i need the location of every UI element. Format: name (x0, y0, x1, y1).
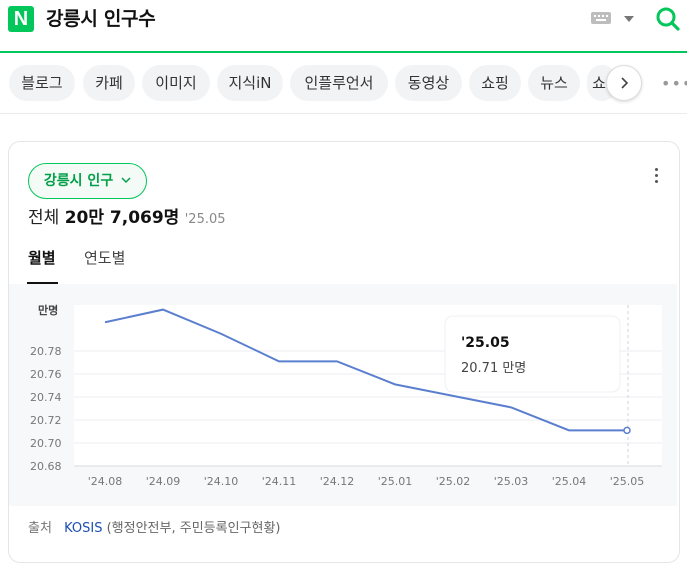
y-tick-label: 20.74 (30, 391, 62, 404)
tab-kin[interactable]: 지식iN (217, 65, 283, 101)
tabs-divider (0, 113, 687, 114)
chip-label: 강릉시 인구 (44, 173, 113, 189)
total-date: '25.05 (185, 212, 226, 227)
y-tick-label: 20.68 (30, 460, 62, 473)
region-selector-chip[interactable]: 강릉시 인구 (28, 163, 147, 199)
tab-influencer[interactable]: 인플루언서 (290, 65, 388, 101)
chevron-right-icon (622, 78, 627, 88)
tab-image[interactable]: 이미지 (142, 65, 210, 101)
tabs-next-button[interactable] (606, 65, 642, 101)
y-tick-label: 20.72 (30, 414, 62, 427)
x-tick-label: '25.02 (436, 475, 471, 488)
search-query[interactable]: 강릉시 인구수 (46, 6, 155, 32)
tab-cafe[interactable]: 카페 (83, 65, 135, 101)
header-divider (0, 51, 687, 53)
total-label: 전체 (28, 208, 59, 228)
x-tick-label: '24.12 (320, 475, 355, 488)
y-axis-unit: 만명 (38, 303, 58, 317)
y-tick-label: 20.76 (30, 368, 62, 381)
y-tick-label: 20.78 (30, 345, 62, 358)
source-line: 출처 KOSIS (행정안전부, 주민등록인구현황) (28, 517, 280, 536)
x-tick-label: '25.05 (610, 475, 645, 488)
x-tick-label: '25.04 (552, 475, 587, 488)
population-line-chart: 만명 20.68 20.70 20.72 20.74 20.76 20.78 '24.08… (0, 284, 687, 506)
tab-yearly[interactable]: 연도별 (84, 248, 125, 268)
x-tick-label: '24.10 (204, 475, 239, 488)
tab-video[interactable]: 동영상 (395, 65, 462, 101)
tab-monthly[interactable]: 월별 (28, 248, 56, 268)
keyboard-icon[interactable] (591, 12, 611, 24)
x-tick-label: '24.09 (146, 475, 181, 488)
total-population: 전체 20만 7,069명 '25.05 (28, 206, 226, 232)
y-tick-label: 20.70 (30, 437, 62, 450)
more-options-icon[interactable] (650, 166, 662, 184)
total-value: 20만 7,069명 (65, 208, 180, 228)
tooltip-box (445, 316, 620, 392)
chevron-down-icon (121, 176, 131, 184)
source-label: 출처 (28, 521, 52, 536)
chart-tooltip: '25.05 20.71 만명 (445, 316, 620, 392)
tooltip-date: '25.05 (461, 335, 510, 351)
chevron-down-icon[interactable] (624, 16, 634, 22)
x-tick-label: '25.03 (494, 475, 529, 488)
tab-news[interactable]: 뉴스 (528, 65, 580, 101)
tab-shopping[interactable]: 쇼핑 (469, 65, 521, 101)
more-icon[interactable]: ••• (661, 74, 687, 93)
naver-logo[interactable]: N (8, 6, 34, 32)
tooltip-value: 20.71 만명 (461, 361, 526, 376)
x-tick-label: '24.08 (88, 475, 123, 488)
tab-blog[interactable]: 블로그 (9, 65, 75, 101)
source-link[interactable]: KOSIS (64, 521, 102, 536)
highlighted-data-point[interactable] (624, 427, 630, 433)
source-detail: (행정안전부, 주민등록인구현황) (107, 521, 281, 536)
x-tick-label: '24.11 (262, 475, 297, 488)
x-tick-label: '25.01 (378, 475, 413, 488)
search-icon[interactable] (655, 6, 681, 32)
